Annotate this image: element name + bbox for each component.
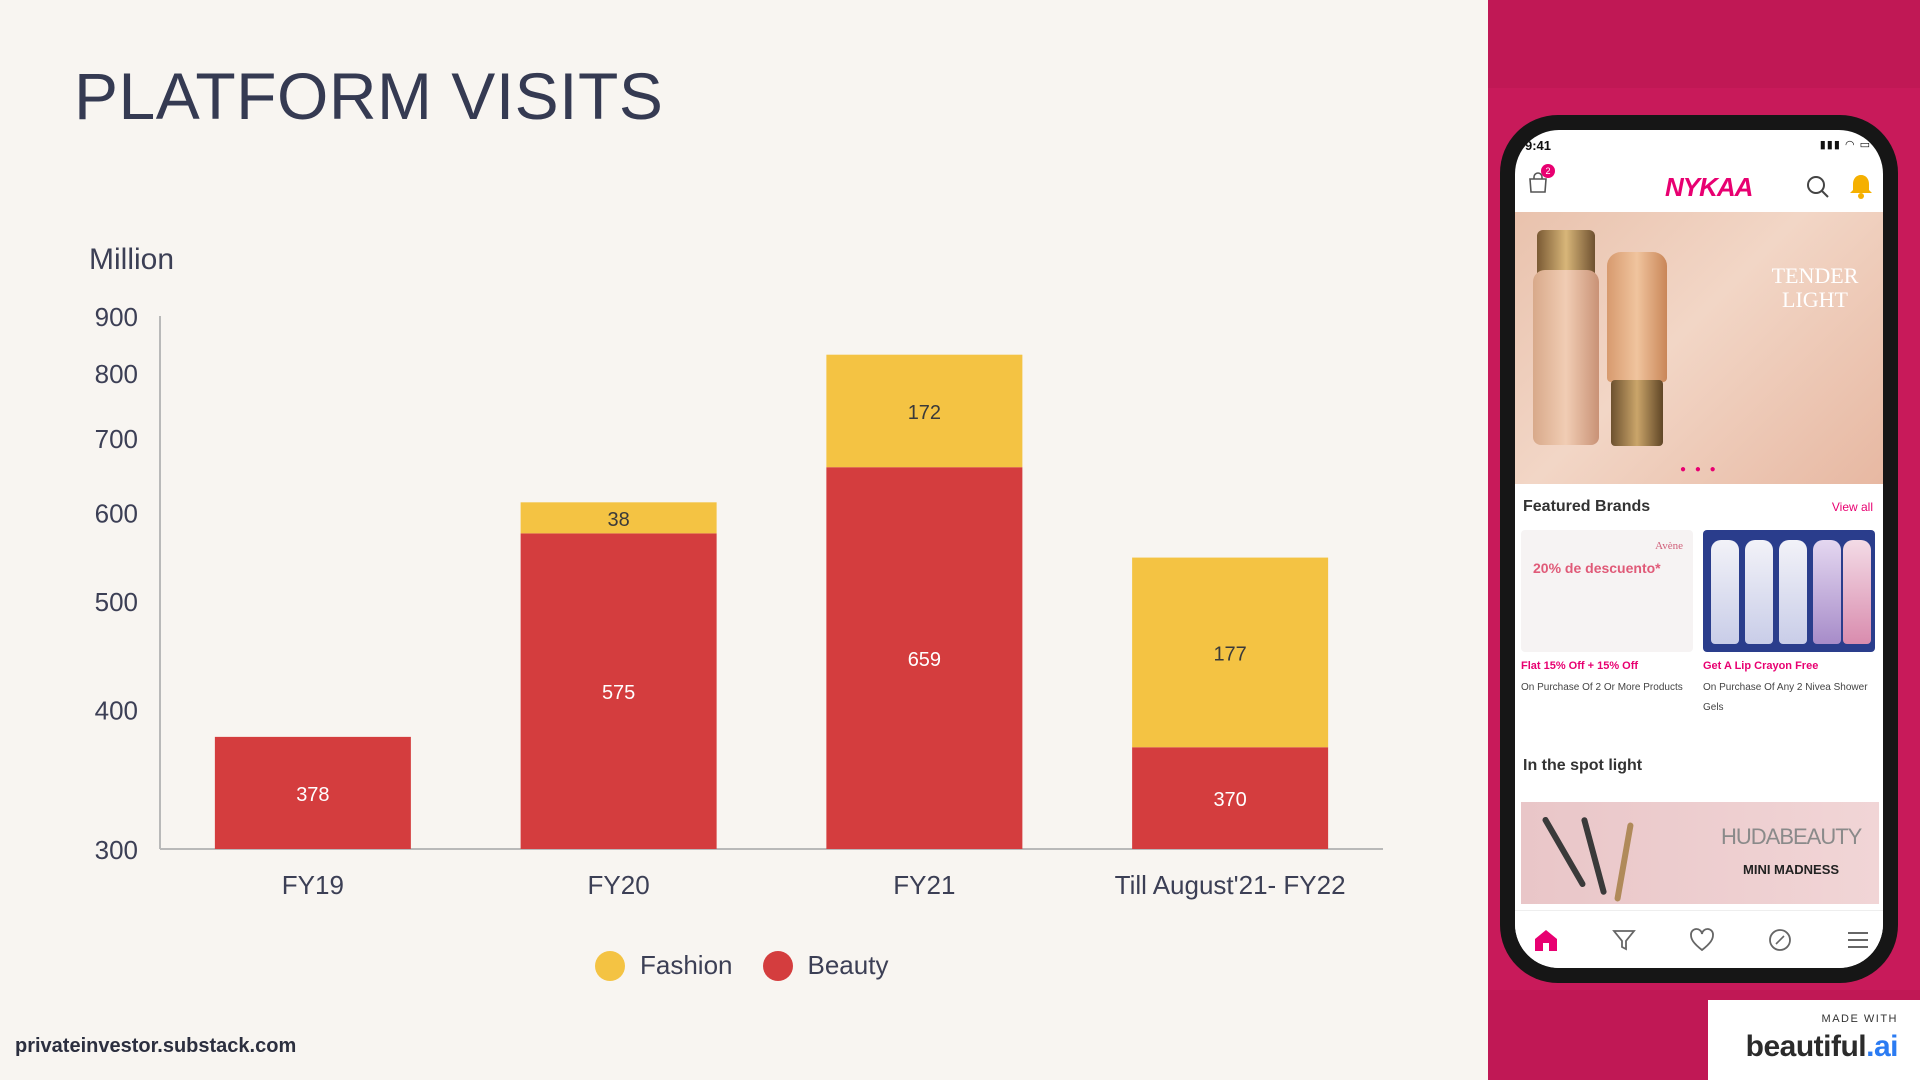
phone-panel: 9:41 ▮▮▮ ◠ ▭ 2 NYKAA (1488, 0, 1920, 1080)
data-label-fashion-FY21: 172 (908, 402, 941, 424)
data-label-beauty-FY20: 575 (602, 682, 635, 704)
y-tick-label-300: 300 (95, 835, 138, 865)
slide-title: PLATFORM VISITS (74, 59, 664, 133)
hero-text: TENDER LIGHT (1771, 263, 1859, 312)
watermark-brand: beautiful.ai (1745, 1030, 1899, 1064)
foundation-tube (1607, 252, 1667, 382)
spotlight-title: In the spot light (1523, 757, 1643, 774)
x-tick-label-2: FY21 (893, 870, 955, 900)
made-with-watermark[interactable]: MADE WITH beautiful.ai (1708, 1000, 1920, 1080)
spotlight-brand: HUDABEAUTY (1721, 824, 1862, 849)
chart-legend: Fashion Beauty (595, 950, 918, 981)
card-desc-2: On Purchase Of Any 2 Nivea Shower Gels (1703, 682, 1868, 713)
card-offer-2: Get A Lip Crayon Free (1703, 660, 1819, 672)
watermark-brand-suffix: .ai (1866, 1030, 1898, 1063)
bar-beauty-Till August'21- FY22 (1132, 747, 1329, 849)
featured-brands-title: Featured Brands (1523, 498, 1651, 515)
legend-label-beauty: Beauty (807, 950, 889, 980)
watermark-made-with: MADE WITH (1821, 1013, 1898, 1025)
nivea-bottle (1779, 540, 1807, 644)
nivea-bottle (1711, 540, 1739, 644)
legend-item-beauty: Beauty (762, 950, 889, 981)
search-icon[interactable] (1805, 174, 1831, 200)
source-credit: privateinvestor.substack.com (15, 1035, 297, 1057)
x-tick-label-3: Till August'21- FY22 (1115, 870, 1346, 900)
bar-beauty-FY19 (214, 736, 411, 849)
avene-promo-text: 20% de descuento* (1533, 560, 1661, 576)
data-label-fashion-FY20: 38 (608, 509, 630, 531)
nivea-bottle (1813, 540, 1841, 644)
spotlight-banner[interactable]: HUDABEAUTY MINI MADNESS (1521, 802, 1879, 904)
status-time: 9:41 (1525, 138, 1552, 153)
shopping-bag-icon[interactable] (1527, 172, 1549, 194)
stacked-bar-chart: 300 400 500 600 700 800 900 378 FY19 575 38 FY20 659… (95, 302, 1383, 900)
brand-card-nivea[interactable] (1703, 530, 1875, 652)
phone-screen: 9:41 ▮▮▮ ◠ ▭ 2 NYKAA (1515, 130, 1883, 968)
cart-count-badge: 2 (1541, 164, 1555, 178)
brand-card-avene[interactable]: Avène 20% de descuento* (1521, 530, 1693, 652)
y-tick-label-700: 700 (95, 424, 138, 454)
view-all-link[interactable]: View all (1831, 500, 1873, 514)
watermark-brand-name: beautiful (1745, 1030, 1867, 1063)
data-label-beauty-FY21: 659 (908, 649, 941, 671)
y-axis-unit-label: Million (89, 243, 175, 276)
data-label-fashion-Till August'21- FY22: 177 (1213, 643, 1246, 665)
bar-fashion-FY21 (826, 354, 1023, 468)
y-tick-label-600: 600 (95, 499, 138, 529)
y-tick-label-400: 400 (95, 695, 138, 725)
hero-banner[interactable]: TENDER LIGHT ● ● ● (1515, 212, 1883, 484)
offers-icon[interactable] (1767, 927, 1793, 953)
bell-icon[interactable] (1848, 172, 1874, 200)
avene-brand-text: Avène (1655, 540, 1683, 552)
data-label-beauty-Till August'21- FY22: 370 (1213, 789, 1246, 811)
legend-swatch-fashion (595, 950, 625, 981)
tube-cap (1611, 380, 1663, 446)
y-tick-label-900: 900 (95, 302, 138, 332)
nykaa-logo: NYKAA (1665, 172, 1753, 202)
data-label-beauty-FY19: 378 (296, 784, 329, 806)
bar-beauty-FY21 (826, 467, 1023, 849)
bottom-nav (1515, 910, 1883, 968)
x-tick-label-1: FY20 (588, 870, 650, 900)
x-tick-label-0: FY19 (282, 870, 344, 900)
makeup-brush (1541, 815, 1587, 889)
app-header: 2 NYKAA (1515, 160, 1883, 212)
y-tick-label-800: 800 (95, 359, 138, 389)
card-desc-1: On Purchase Of 2 Or More Products (1521, 682, 1683, 693)
phone-mockup: 9:41 ▮▮▮ ◠ ▭ 2 NYKAA (1500, 115, 1898, 983)
makeup-brush (1614, 822, 1634, 902)
panel-band-top (1488, 0, 1920, 88)
nivea-bottle (1745, 540, 1773, 644)
nivea-bottle (1843, 540, 1871, 644)
foundation-bottle (1533, 270, 1599, 445)
carousel-dots[interactable]: ● ● ● (1680, 464, 1719, 475)
card-offer-1: Flat 15% Off + 15% Off (1521, 660, 1639, 672)
bar-fashion-FY20 (520, 502, 717, 534)
filter-icon[interactable] (1611, 927, 1637, 953)
legend-item-fashion: Fashion (595, 950, 733, 981)
menu-icon[interactable] (1845, 927, 1871, 953)
legend-swatch-beauty (762, 950, 793, 981)
home-icon[interactable] (1533, 927, 1559, 953)
spotlight-subtitle: MINI MADNESS (1743, 862, 1840, 877)
bar-fashion-Till August'21- FY22 (1132, 557, 1329, 748)
heart-icon[interactable] (1689, 927, 1715, 953)
y-tick-label-500: 500 (95, 587, 138, 617)
legend-label-fashion: Fashion (640, 950, 733, 980)
status-icons: ▮▮▮ ◠ ▭ (1819, 139, 1871, 151)
bar-beauty-FY20 (520, 533, 717, 849)
status-bar: 9:41 ▮▮▮ ◠ ▭ (1515, 130, 1883, 160)
